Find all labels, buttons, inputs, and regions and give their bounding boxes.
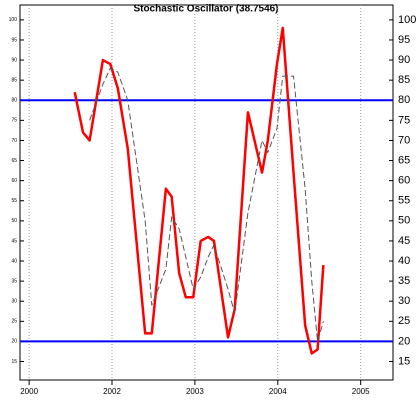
plot-frame — [19, 4, 394, 381]
y-tick-label: 70 — [398, 134, 410, 146]
chart-title: Stochastic Oscillator (38.7546) — [133, 4, 278, 15]
y-tick-label: 85 — [11, 77, 17, 83]
y-tick-label: 20 — [398, 335, 410, 347]
y-tick-label: 100 — [9, 17, 18, 23]
y-tick-label: 75 — [398, 114, 410, 126]
y-tick-label: 15 — [11, 359, 17, 365]
x-tick-label: 2000 — [20, 387, 38, 396]
y-tick-label: 55 — [11, 198, 17, 204]
y-tick-label: 75 — [11, 118, 17, 124]
y-tick-label: 95 — [398, 34, 410, 46]
y-tick-label: 30 — [398, 295, 410, 307]
y-tick-label: 35 — [11, 278, 17, 284]
x-tick-label: 2004 — [269, 387, 287, 396]
y-tick-label: 80 — [398, 94, 410, 106]
y-tick-label: 80 — [11, 98, 17, 104]
series-line — [89, 67, 324, 342]
series-line — [73, 26, 325, 355]
y-tick-label: 100 — [398, 14, 416, 26]
x-tick-label: 2002 — [103, 387, 121, 396]
y-tick-label: 15 — [398, 355, 410, 367]
y-tick-label: 40 — [398, 255, 410, 267]
y-tick-label: 95 — [11, 37, 17, 43]
y-tick-label: 90 — [11, 57, 17, 63]
y-tick-label: 50 — [398, 215, 410, 227]
y-tick-label: 65 — [398, 154, 410, 166]
y-tick-label: 20 — [11, 339, 17, 345]
x-tick-label: 2003 — [186, 387, 204, 396]
y-tick-label: 60 — [11, 178, 17, 184]
y-tick-label: 70 — [11, 138, 17, 144]
y-tick-label: 50 — [11, 218, 17, 224]
y-tick-label: 45 — [11, 238, 17, 244]
y-tick-label: 35 — [398, 275, 410, 287]
y-tick-label: 30 — [11, 299, 17, 305]
y-tick-label: 55 — [398, 195, 410, 207]
y-tick-label: 45 — [398, 235, 410, 247]
y-tick-label: 25 — [398, 315, 410, 327]
y-tick-label: 60 — [398, 175, 410, 187]
y-tick-label: 25 — [11, 319, 17, 325]
y-tick-label: 65 — [11, 158, 17, 164]
x-tick-label: 2005 — [352, 387, 370, 396]
y-tick-label: 40 — [11, 258, 17, 264]
y-tick-label: 90 — [398, 54, 410, 66]
y-tick-label: 85 — [398, 74, 410, 86]
